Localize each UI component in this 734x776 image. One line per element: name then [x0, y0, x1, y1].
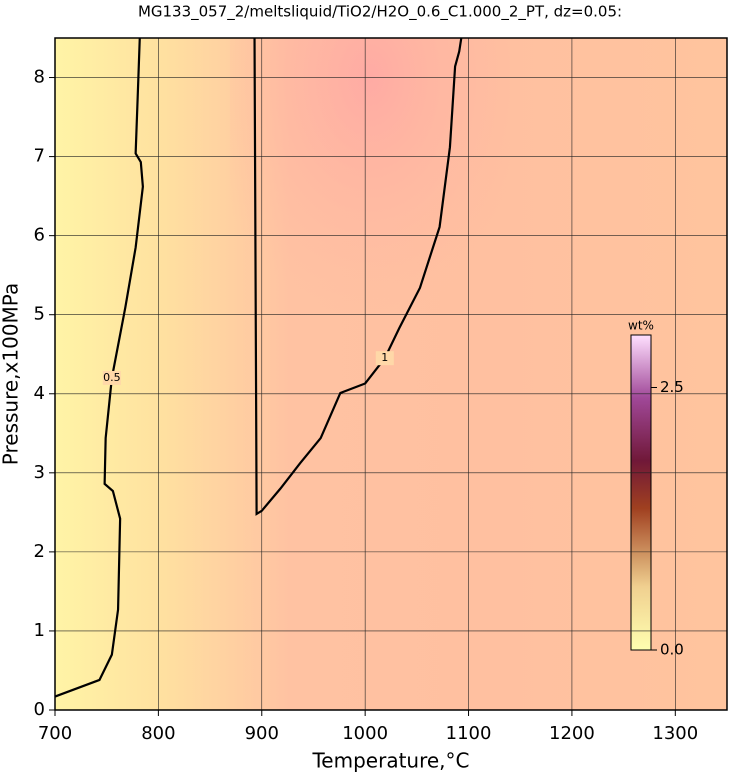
- contour-line: [253, 37, 463, 516]
- contour-label-bg: [375, 351, 394, 366]
- x-tick-label: 1200: [549, 723, 595, 744]
- chart-title: MG133_057_2/meltsliquid/TiO2/H2O_0.6_C1.…: [138, 3, 622, 22]
- x-tick-label: 700: [38, 723, 72, 744]
- x-tick-label: 1100: [446, 723, 492, 744]
- y-tick-label: 0: [34, 699, 45, 720]
- x-tick-label: 900: [245, 723, 279, 744]
- x-tick-label: 800: [141, 723, 175, 744]
- colorbar: [630, 334, 652, 651]
- x-tick-label: 1000: [342, 723, 388, 744]
- y-tick-label: 8: [34, 67, 45, 88]
- y-tick-label: 7: [34, 146, 45, 167]
- field-highlight: [230, 38, 510, 438]
- contour-label-bg: [102, 370, 121, 385]
- colorbar-tick-label: 2.5: [660, 378, 684, 396]
- contour-label: 1: [381, 351, 388, 364]
- contour-label: 0.5: [103, 371, 121, 384]
- y-tick-label: 4: [34, 383, 45, 404]
- y-tick-label: 3: [34, 462, 45, 483]
- contour-line: [54, 37, 144, 698]
- x-tick-label: 1300: [652, 723, 698, 744]
- y-tick-label: 5: [34, 304, 45, 325]
- y-tick-label: 6: [34, 225, 45, 246]
- colorbar-tick-label: 0.0: [660, 641, 684, 659]
- x-axis-label: Temperature,°C: [311, 749, 469, 773]
- plot-frame: [54, 37, 728, 711]
- y-axis-label: Pressure,x100MPa: [0, 283, 23, 465]
- y-tick-label: 2: [34, 541, 45, 562]
- plot-area: [55, 38, 727, 710]
- colorbar-label: wt%: [628, 319, 654, 333]
- y-tick-label: 1: [34, 620, 45, 641]
